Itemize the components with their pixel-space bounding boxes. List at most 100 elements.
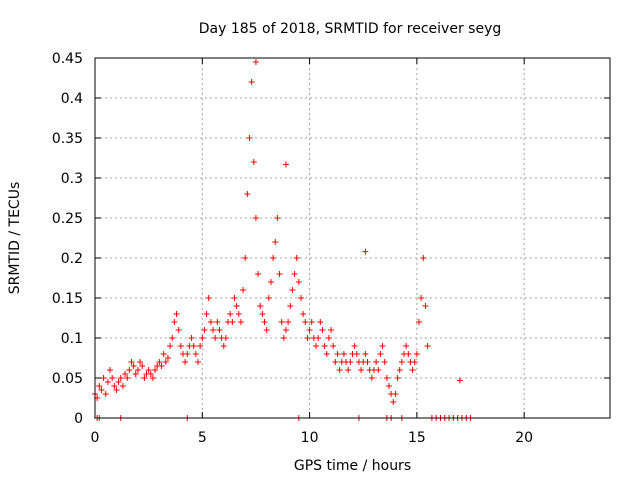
data-point bbox=[145, 367, 152, 373]
axis-ticks bbox=[94, 57, 610, 419]
data-point bbox=[377, 351, 384, 357]
data-point bbox=[222, 335, 229, 341]
data-point bbox=[317, 319, 324, 325]
data-point bbox=[334, 351, 341, 357]
data-point bbox=[403, 343, 410, 349]
data-point bbox=[250, 159, 257, 165]
y-axis-label: SRMTID / TECUs bbox=[7, 182, 23, 295]
y-tick-label: 0.4 bbox=[61, 91, 83, 107]
data-point bbox=[379, 343, 386, 349]
data-point bbox=[347, 359, 354, 365]
data-point bbox=[184, 351, 191, 357]
data-point bbox=[169, 335, 176, 341]
data-point bbox=[278, 319, 285, 325]
data-point bbox=[158, 363, 165, 369]
data-point bbox=[270, 255, 277, 261]
data-point bbox=[257, 303, 264, 309]
data-point bbox=[295, 279, 302, 285]
data-point bbox=[385, 383, 392, 389]
data-point bbox=[212, 335, 219, 341]
data-point bbox=[173, 311, 180, 317]
data-point bbox=[332, 359, 339, 365]
data-point bbox=[242, 255, 249, 261]
data-point bbox=[298, 295, 304, 301]
data-point bbox=[160, 351, 167, 357]
data-point bbox=[246, 135, 253, 141]
data-point bbox=[304, 335, 311, 341]
y-tick-label: 0 bbox=[74, 411, 83, 427]
data-point bbox=[190, 343, 197, 349]
data-point bbox=[405, 351, 412, 357]
data-point bbox=[345, 367, 352, 373]
data-point bbox=[265, 295, 272, 301]
data-point bbox=[313, 343, 320, 349]
data-point bbox=[373, 359, 380, 365]
data-point bbox=[237, 319, 244, 325]
data-point bbox=[141, 375, 148, 381]
data-point bbox=[104, 379, 111, 385]
data-point bbox=[351, 343, 358, 349]
y-tick-label: 0.15 bbox=[52, 291, 83, 307]
data-point bbox=[420, 255, 427, 261]
data-point bbox=[199, 335, 206, 341]
data-point bbox=[390, 399, 397, 405]
data-point bbox=[227, 311, 234, 317]
data-point bbox=[109, 375, 116, 381]
data-point bbox=[177, 343, 184, 349]
data-point bbox=[259, 311, 266, 317]
data-point bbox=[289, 287, 296, 293]
data-point bbox=[383, 375, 390, 381]
data-point bbox=[248, 79, 255, 85]
y-tick-label: 0.45 bbox=[52, 51, 83, 67]
data-point bbox=[96, 383, 103, 389]
data-point bbox=[233, 303, 240, 309]
x-tick-label: 20 bbox=[515, 430, 533, 446]
data-point bbox=[115, 379, 122, 385]
data-point bbox=[323, 351, 330, 357]
data-point bbox=[291, 271, 298, 277]
data-point bbox=[306, 327, 313, 333]
data-point bbox=[98, 387, 105, 393]
data-point bbox=[220, 343, 227, 349]
y-tick-label: 0.25 bbox=[52, 211, 83, 227]
isolated-point bbox=[456, 377, 463, 384]
data-point bbox=[229, 319, 236, 325]
data-point bbox=[381, 359, 388, 365]
data-point bbox=[167, 343, 174, 349]
data-point bbox=[308, 319, 315, 325]
data-point bbox=[216, 327, 223, 333]
data-point bbox=[117, 375, 124, 381]
data-point bbox=[164, 355, 171, 361]
x-tick-label: 10 bbox=[301, 430, 319, 446]
y-tick-label: 0.05 bbox=[52, 371, 83, 387]
data-point bbox=[124, 375, 131, 381]
data-point bbox=[255, 271, 262, 277]
data-point bbox=[201, 327, 208, 333]
data-point bbox=[203, 311, 210, 317]
data-point bbox=[132, 371, 139, 377]
data-point bbox=[231, 295, 238, 301]
data-point bbox=[330, 343, 337, 349]
data-point bbox=[416, 319, 423, 325]
data-point bbox=[274, 215, 281, 221]
data-point bbox=[214, 319, 221, 325]
data-point bbox=[418, 295, 425, 301]
y-tick-labels: 0 0.05 0.1 0.15 0.2 0.25 0.3 0.35 0.4 0.45 bbox=[52, 51, 83, 427]
isolated-point bbox=[362, 248, 369, 255]
data-point bbox=[102, 391, 109, 397]
data-point bbox=[130, 363, 137, 369]
data-point bbox=[321, 343, 328, 349]
data-point bbox=[111, 383, 118, 389]
data-point bbox=[300, 311, 307, 317]
data-point bbox=[119, 383, 126, 389]
data-point bbox=[319, 327, 326, 333]
data-point bbox=[396, 367, 403, 373]
grid-lines bbox=[95, 58, 610, 418]
data-point bbox=[325, 335, 332, 341]
data-point bbox=[207, 319, 214, 325]
x-tick-labels: 0 5 10 15 20 bbox=[91, 430, 534, 446]
data-point bbox=[280, 335, 287, 341]
data-points bbox=[92, 59, 474, 421]
x-axis-label: GPS time / hours bbox=[294, 458, 411, 474]
data-point bbox=[182, 359, 189, 365]
